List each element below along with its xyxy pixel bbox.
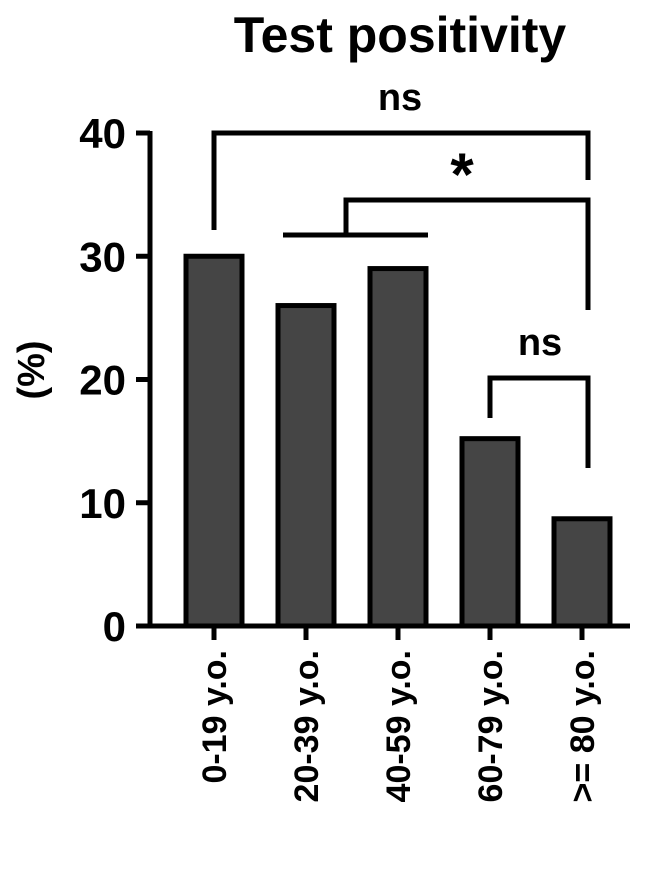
- y-tick-label: 40: [79, 110, 126, 157]
- y-tick-label: 30: [79, 233, 126, 280]
- y-axis-label: (%): [11, 340, 53, 399]
- bar: [183, 253, 245, 629]
- significance-label: ns: [518, 322, 562, 364]
- significance-bracket: [283, 197, 591, 310]
- bar: [275, 303, 337, 629]
- x-tick-label: 40-59 y.o.: [380, 650, 418, 802]
- y-tick-label: 20: [79, 357, 126, 404]
- x-tick-label: 20-39 y.o.: [288, 650, 326, 802]
- bar: [551, 516, 613, 629]
- significance-bracket: [487, 375, 591, 468]
- x-tick-label: >= 80 y.o.: [564, 650, 602, 802]
- x-tick-label: 60-79 y.o.: [472, 650, 510, 802]
- bar: [459, 436, 521, 629]
- y-tick-label: 10: [79, 480, 126, 527]
- significance-label: ns: [378, 77, 422, 119]
- bar: [367, 266, 429, 629]
- chart-title: Test positivity: [234, 7, 567, 63]
- significance-bracket: [211, 130, 591, 230]
- y-tick-label: 0: [103, 603, 126, 650]
- significance-label: *: [450, 141, 474, 208]
- x-tick-label: 0-19 y.o.: [196, 650, 234, 784]
